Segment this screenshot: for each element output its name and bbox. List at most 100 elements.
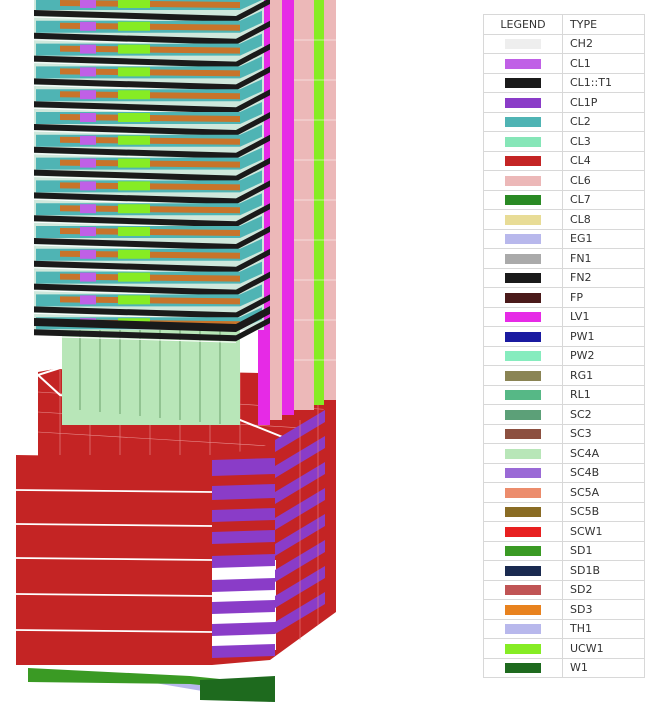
legend-swatch: [505, 39, 541, 50]
legend-swatch-cell: [483, 287, 563, 308]
legend-swatch-cell: [483, 150, 563, 171]
floor-accent-ucw1: [118, 181, 150, 191]
legend-swatch-cell: [483, 540, 563, 561]
floor-slab-edge: [34, 43, 270, 68]
legend-row: FN1: [483, 248, 645, 269]
legend-swatch: [505, 663, 541, 674]
legend-type-label: SC3: [562, 423, 645, 444]
legend-swatch-cell: [483, 345, 563, 366]
legend-swatch-cell: [483, 267, 563, 288]
legend-row: SD1B: [483, 560, 645, 581]
legend-row: SD2: [483, 579, 645, 600]
legend-swatch: [505, 448, 541, 459]
floor-accent-ucw1: [118, 0, 150, 8]
legend-swatch-cell: [483, 638, 563, 659]
legend-type-label: SCW1: [562, 521, 645, 542]
floor-slab-edge: [34, 0, 270, 22]
legend-type-label: SD1: [562, 540, 645, 561]
legend-swatch: [505, 253, 541, 264]
floor-accent-cl1: [80, 272, 96, 282]
legend-row: W1: [483, 657, 645, 678]
podium-side-grid: [299, 405, 319, 640]
tower-fin-cl6: [270, 0, 282, 420]
legend-row: FP: [483, 287, 645, 308]
legend-swatch: [505, 604, 541, 615]
floor-accent-cl1: [80, 249, 96, 259]
legend-swatch: [505, 624, 541, 635]
tower-fin-lv1-2: [282, 0, 294, 415]
floor-edge-highlight: [33, 335, 237, 343]
legend-swatch-cell: [483, 326, 563, 347]
legend-row: SC4A: [483, 443, 645, 464]
legend-type-label: SC2: [562, 404, 645, 425]
floor-slab-edge: [34, 226, 270, 250]
floor-accent-ucw1: [118, 90, 150, 100]
floor-accent-cl1: [80, 295, 96, 305]
legend-swatch-cell: [483, 657, 563, 678]
legend-type-label: SC4B: [562, 462, 645, 483]
legend-type-label: SC4A: [562, 443, 645, 464]
legend-type-label: SC5B: [562, 501, 645, 522]
legend-row: SC4B: [483, 462, 645, 483]
legend-swatch: [505, 58, 541, 69]
floor-slab-edge: [34, 134, 270, 159]
legend-row: CL6: [483, 170, 645, 191]
floor-accent-cl1: [80, 90, 96, 100]
legend-swatch: [505, 117, 541, 128]
legend-swatch: [505, 195, 541, 206]
floor-accent-cl1: [80, 21, 96, 31]
legend-swatch: [505, 214, 541, 225]
legend-swatch-cell: [483, 423, 563, 444]
legend-swatch-cell: [483, 209, 563, 230]
legend-type-label: SD1B: [562, 560, 645, 581]
legend-swatch-cell: [483, 92, 563, 113]
tower-fin-ucw1: [314, 0, 324, 405]
floor-accent-cl1: [80, 204, 96, 214]
legend-row: RL1: [483, 384, 645, 405]
legend-swatch: [505, 292, 541, 303]
legend-row: SD1: [483, 540, 645, 561]
legend-swatch: [505, 565, 541, 576]
legend-swatch: [505, 507, 541, 518]
legend-type-label: FN1: [562, 248, 645, 269]
legend-type-label: CL7: [562, 189, 645, 210]
legend-swatch-cell: [483, 33, 563, 54]
floor-accent-cl1: [80, 0, 96, 8]
floor-accent-ucw1: [118, 158, 150, 168]
legend-type-label: CL1::T1: [562, 72, 645, 93]
floor-accent-ucw1: [118, 135, 150, 145]
legend-row: SCW1: [483, 521, 645, 542]
legend-swatch: [505, 585, 541, 596]
legend-type-label: FP: [562, 287, 645, 308]
legend-row: CL1P: [483, 92, 645, 113]
legend-type-label: EG1: [562, 228, 645, 249]
legend-swatch-cell: [483, 170, 563, 191]
floor-accent-cl1: [80, 44, 96, 54]
legend-row: SD3: [483, 599, 645, 620]
floor-accent-ucw1: [118, 21, 150, 31]
legend-swatch: [505, 175, 541, 186]
legend-type-label: CL1P: [562, 92, 645, 113]
floor-slab-edge: [34, 66, 270, 91]
legend-type-label: W1: [562, 657, 645, 678]
legend-swatch-cell: [483, 131, 563, 152]
legend-type-label: CL6: [562, 170, 645, 191]
floor-slab-edge: [34, 294, 270, 319]
legend-table: LEGEND TYPE CH2 CL1 CL1::T1 CL1P CL2 CL3 CL4 CL…: [483, 14, 645, 678]
tower-fin-cl6-2: [294, 0, 314, 410]
ground-slab-w1: [200, 676, 275, 702]
legend-swatch: [505, 429, 541, 440]
legend-swatch: [505, 546, 541, 557]
floor-accent-ucw1: [118, 249, 150, 259]
legend-swatch: [505, 351, 541, 362]
legend-row: SC5B: [483, 501, 645, 522]
legend-swatch-cell: [483, 579, 563, 600]
floor-bottom-slab: [34, 306, 270, 332]
legend-type-label: PW2: [562, 345, 645, 366]
floor-accent-cl1: [80, 135, 96, 145]
legend-row: UCW1: [483, 638, 645, 659]
floor-accent-ucw1: [118, 295, 150, 305]
legend-swatch: [505, 409, 541, 420]
legend-swatch: [505, 97, 541, 108]
legend-type-label: CH2: [562, 33, 645, 54]
